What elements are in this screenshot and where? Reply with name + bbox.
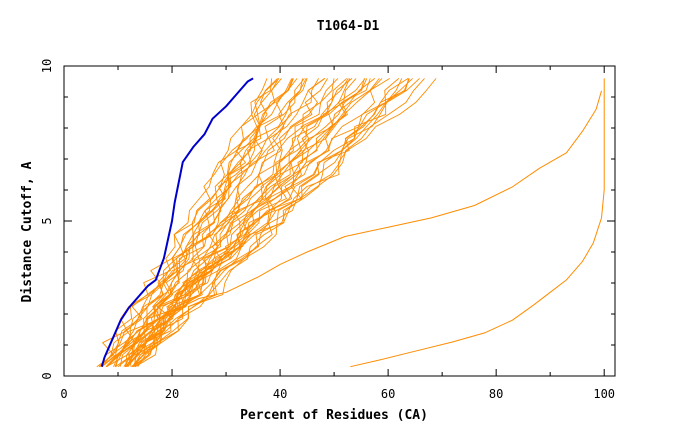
model-line bbox=[98, 78, 420, 368]
y-tick-label: 5 bbox=[40, 217, 54, 224]
model-line bbox=[99, 78, 273, 368]
model-line bbox=[132, 78, 371, 368]
model-line bbox=[124, 78, 380, 367]
x-tick-label: 100 bbox=[593, 387, 615, 401]
x-axis-label: Percent of Residues (CA) bbox=[240, 408, 428, 423]
model-line bbox=[131, 78, 349, 368]
model-line bbox=[134, 78, 413, 368]
model-line bbox=[106, 78, 390, 368]
model-line bbox=[101, 78, 326, 368]
x-tick-label: 80 bbox=[489, 387, 503, 401]
x-tick-label: 40 bbox=[273, 387, 287, 401]
chart-title: T1064-D1 bbox=[317, 19, 380, 34]
model-line bbox=[134, 78, 410, 368]
highlight-model-line bbox=[100, 77, 254, 367]
x-tick-label: 60 bbox=[381, 387, 395, 401]
model-line bbox=[137, 78, 410, 367]
model-line bbox=[113, 78, 425, 367]
model-line bbox=[117, 78, 307, 368]
model-line bbox=[601, 78, 605, 218]
plot-area: 0 20 40 60 80 100 0 5 10 bbox=[40, 59, 616, 401]
y-tick-label: 10 bbox=[40, 59, 54, 73]
y-tick-label: 0 bbox=[40, 372, 54, 379]
model-line bbox=[101, 90, 602, 368]
model-line bbox=[125, 78, 347, 367]
series-layer bbox=[96, 77, 605, 368]
x-tick-label: 0 bbox=[60, 387, 67, 401]
tick-layer: 0 20 40 60 80 100 0 5 10 bbox=[40, 59, 615, 401]
model-line bbox=[350, 217, 602, 368]
model-line bbox=[102, 78, 305, 367]
model-line bbox=[106, 78, 298, 368]
model-line bbox=[99, 78, 294, 368]
model-line bbox=[114, 78, 335, 367]
model-line bbox=[133, 78, 409, 367]
x-tick-label: 20 bbox=[165, 387, 179, 401]
model-line bbox=[133, 78, 365, 368]
y-axis-label: Distance Cutoff, A bbox=[20, 161, 35, 302]
